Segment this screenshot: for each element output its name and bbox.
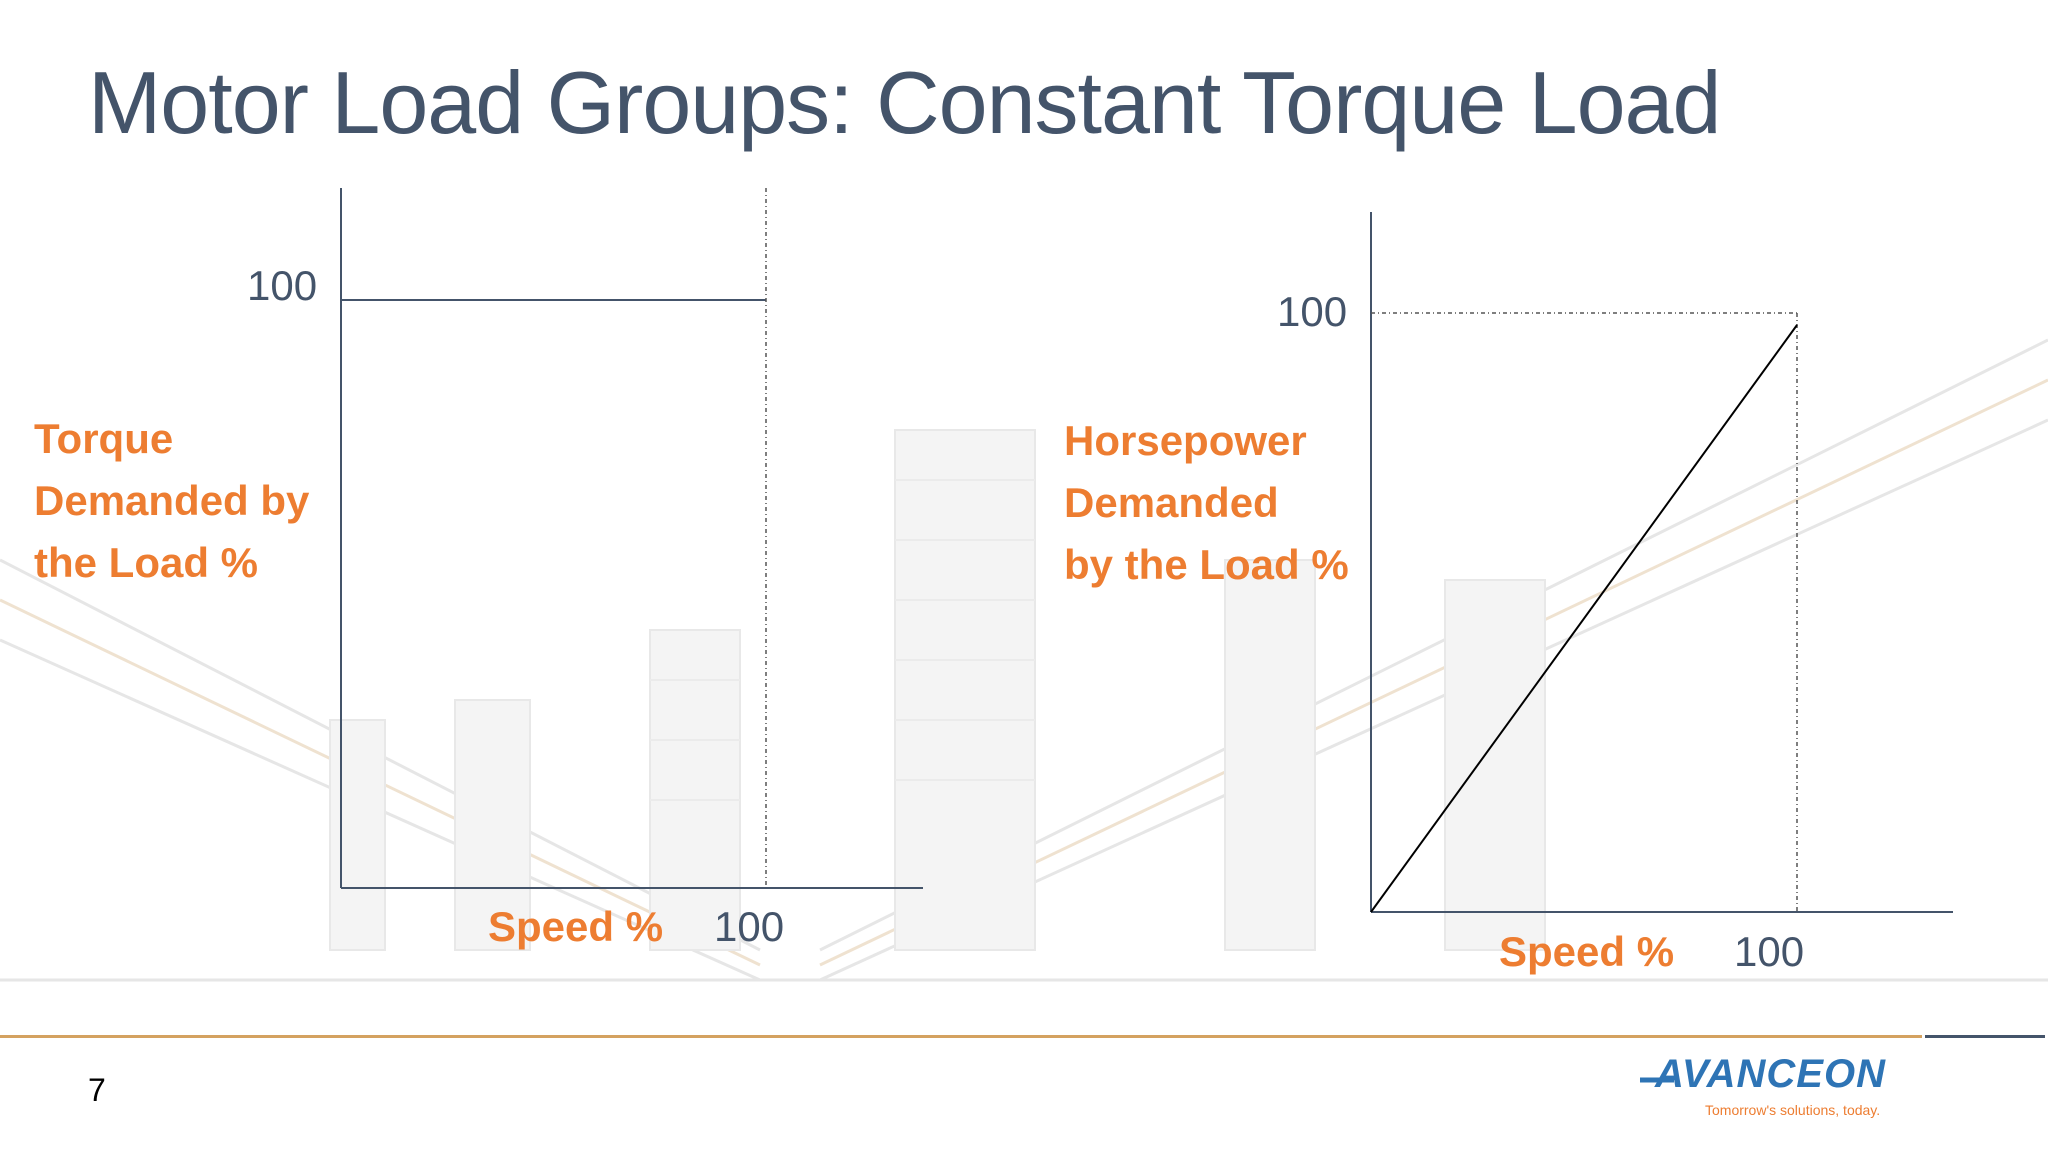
torque-x-tick: 100 — [714, 903, 785, 950]
torque-y-tick: 100 — [247, 262, 318, 309]
footer-divider — [0, 1035, 1922, 1038]
slide-title: Motor Load Groups: Constant Torque Load — [88, 53, 1721, 152]
torque-y-label: Torque Demanded by the Load % — [34, 408, 309, 594]
torque-y-label-line: Demanded by — [34, 477, 310, 524]
avanceon-logo-icon — [1640, 1077, 1674, 1083]
torque-x-label: Speed % — [488, 903, 664, 950]
horsepower-y-label-line: Demanded — [1064, 479, 1279, 526]
logo-tagline: Tomorrow's solutions, today. — [1705, 1102, 1881, 1118]
torque-y-label-line: the Load % — [34, 539, 259, 586]
horsepower-y-label-line: by the Load % — [1064, 541, 1349, 588]
horsepower-y-tick: 100 — [1277, 288, 1348, 335]
horsepower-x-tick: 100 — [1734, 928, 1805, 975]
logo-name: AVANCEON — [1655, 1052, 1886, 1096]
horsepower-x-label: Speed % — [1499, 928, 1675, 975]
horsepower-y-label-line: Horsepower — [1064, 417, 1307, 464]
footer-accent — [1925, 1035, 2045, 1038]
page-number: 7 — [88, 1072, 106, 1108]
horsepower-y-label: Horsepower Demanded by the Load % — [1064, 410, 1349, 596]
horsepower-linear-line — [1370, 324, 1798, 913]
torque-y-label-line: Torque — [34, 415, 174, 462]
